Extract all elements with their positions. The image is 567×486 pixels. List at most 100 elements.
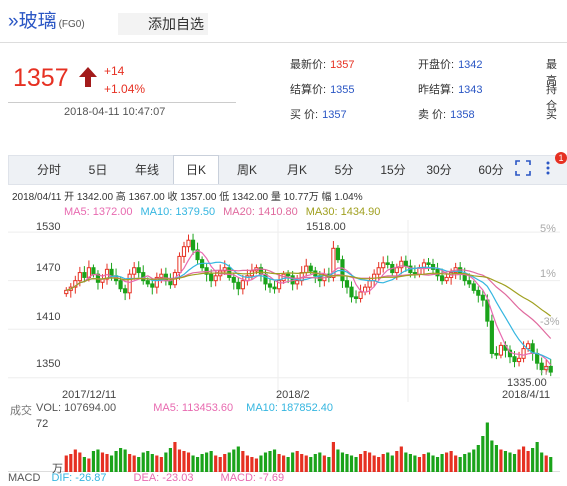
- volume-bar: [272, 449, 277, 472]
- volume-bar: [195, 457, 200, 472]
- volume-bar: [313, 454, 317, 472]
- candle-body: [494, 352, 499, 356]
- tab-7[interactable]: 15分: [380, 163, 406, 177]
- quote-field: 买: [546, 109, 557, 121]
- candle-body: [109, 268, 114, 277]
- volume-bar: [521, 446, 526, 472]
- candle-body: [430, 263, 436, 270]
- volume-bar: [377, 457, 381, 472]
- price-axis-label: 1470: [36, 262, 61, 274]
- tab-5[interactable]: 月K: [286, 163, 307, 177]
- candle-body: [132, 267, 137, 275]
- candle-body: [439, 275, 445, 282]
- volume-bar: [78, 452, 82, 472]
- tab-9[interactable]: 60分: [478, 163, 504, 177]
- quote-field: 最新价: 1357: [290, 59, 355, 71]
- volume-bar: [245, 455, 249, 472]
- volume-bar: [390, 455, 394, 472]
- candle-body: [150, 283, 155, 288]
- volume-bar: [517, 449, 521, 472]
- tab-8[interactable]: 30分: [426, 163, 452, 177]
- candle-body: [281, 273, 286, 282]
- candle-body: [399, 260, 404, 269]
- contract-code: (FG0): [58, 19, 85, 30]
- volume-bar: [472, 449, 476, 472]
- volume-bar: [177, 449, 182, 472]
- volume-bar: [259, 455, 263, 472]
- candle-body: [82, 272, 87, 278]
- candle-body: [231, 276, 236, 283]
- candle-body: [190, 239, 196, 251]
- volume-bar: [404, 452, 408, 472]
- candle-body: [159, 273, 164, 278]
- volume-bar: [435, 457, 440, 472]
- candle-body: [286, 273, 291, 277]
- volume-bar: [327, 457, 331, 472]
- candle-body: [177, 255, 182, 274]
- volume-bar: [481, 436, 485, 472]
- tab-0[interactable]: 分时: [36, 163, 61, 177]
- candle-body: [349, 286, 354, 298]
- candle-body: [476, 289, 481, 296]
- volume-bar: [114, 451, 118, 472]
- candle-body: [77, 272, 82, 282]
- quote-field: 买 价: 1357: [290, 109, 347, 121]
- volume-bar: [426, 452, 431, 472]
- candle-body: [498, 344, 504, 356]
- volume-bar: [508, 452, 512, 472]
- tab-2[interactable]: 年线: [134, 163, 159, 177]
- fullscreen-icon[interactable]: [514, 159, 532, 177]
- volume-bar: [200, 454, 204, 472]
- volume-bar: [494, 445, 498, 472]
- candlestick-chart[interactable]: [8, 220, 560, 402]
- candle-body: [381, 262, 386, 269]
- quote-field: 开盘价: 1342: [418, 59, 483, 71]
- volume-chart[interactable]: [8, 418, 560, 472]
- volume-bar: [349, 455, 354, 472]
- volume-bar: [331, 442, 335, 472]
- volume-bar: [345, 454, 349, 472]
- volume-bar: [304, 455, 308, 472]
- add-favorite-button[interactable]: 添加自选: [118, 13, 208, 35]
- candle-body: [123, 288, 128, 294]
- volume-bar: [286, 457, 290, 472]
- ma-legend-item: MA20: 1410.80: [223, 206, 298, 218]
- volume-bar: [526, 451, 530, 472]
- more-icon[interactable]: [541, 159, 555, 177]
- volume-bar: [227, 452, 231, 472]
- volume-bar: [422, 454, 426, 472]
- volume-bar: [318, 452, 322, 472]
- candle-body: [544, 365, 549, 371]
- tab-3[interactable]: 日K: [173, 155, 219, 184]
- candle-body: [181, 246, 187, 257]
- volume-bar: [336, 449, 340, 472]
- notification-badge: 1: [555, 152, 567, 164]
- volume-bar: [340, 452, 345, 472]
- volume-bar: [458, 457, 462, 472]
- volume-bar: [300, 454, 304, 472]
- volume-bar: [322, 455, 326, 472]
- tab-4[interactable]: 周K: [236, 163, 257, 177]
- candle-body: [127, 273, 132, 294]
- volume-bar: [123, 449, 127, 472]
- candle-body: [145, 280, 150, 285]
- candle-body: [344, 280, 350, 288]
- volume-bar: [535, 442, 539, 472]
- volume-bar: [159, 457, 163, 472]
- volume-bar: [490, 440, 494, 472]
- candle-body: [272, 286, 277, 290]
- volume-bar: [209, 451, 213, 472]
- volume-bar: [105, 454, 109, 472]
- volume-bar: [119, 448, 123, 472]
- candle-body: [331, 247, 336, 278]
- volume-bar: [440, 454, 444, 472]
- date-axis-label: 2018/2: [276, 389, 310, 401]
- tab-1[interactable]: 5日: [88, 163, 108, 177]
- tab-6[interactable]: 5分: [334, 163, 354, 177]
- volume-bar: [141, 452, 145, 472]
- volume-bar: [100, 452, 105, 472]
- candle-body: [222, 267, 227, 272]
- candle-body: [535, 352, 540, 364]
- volume-bar: [449, 451, 453, 472]
- volume-bar: [268, 451, 272, 472]
